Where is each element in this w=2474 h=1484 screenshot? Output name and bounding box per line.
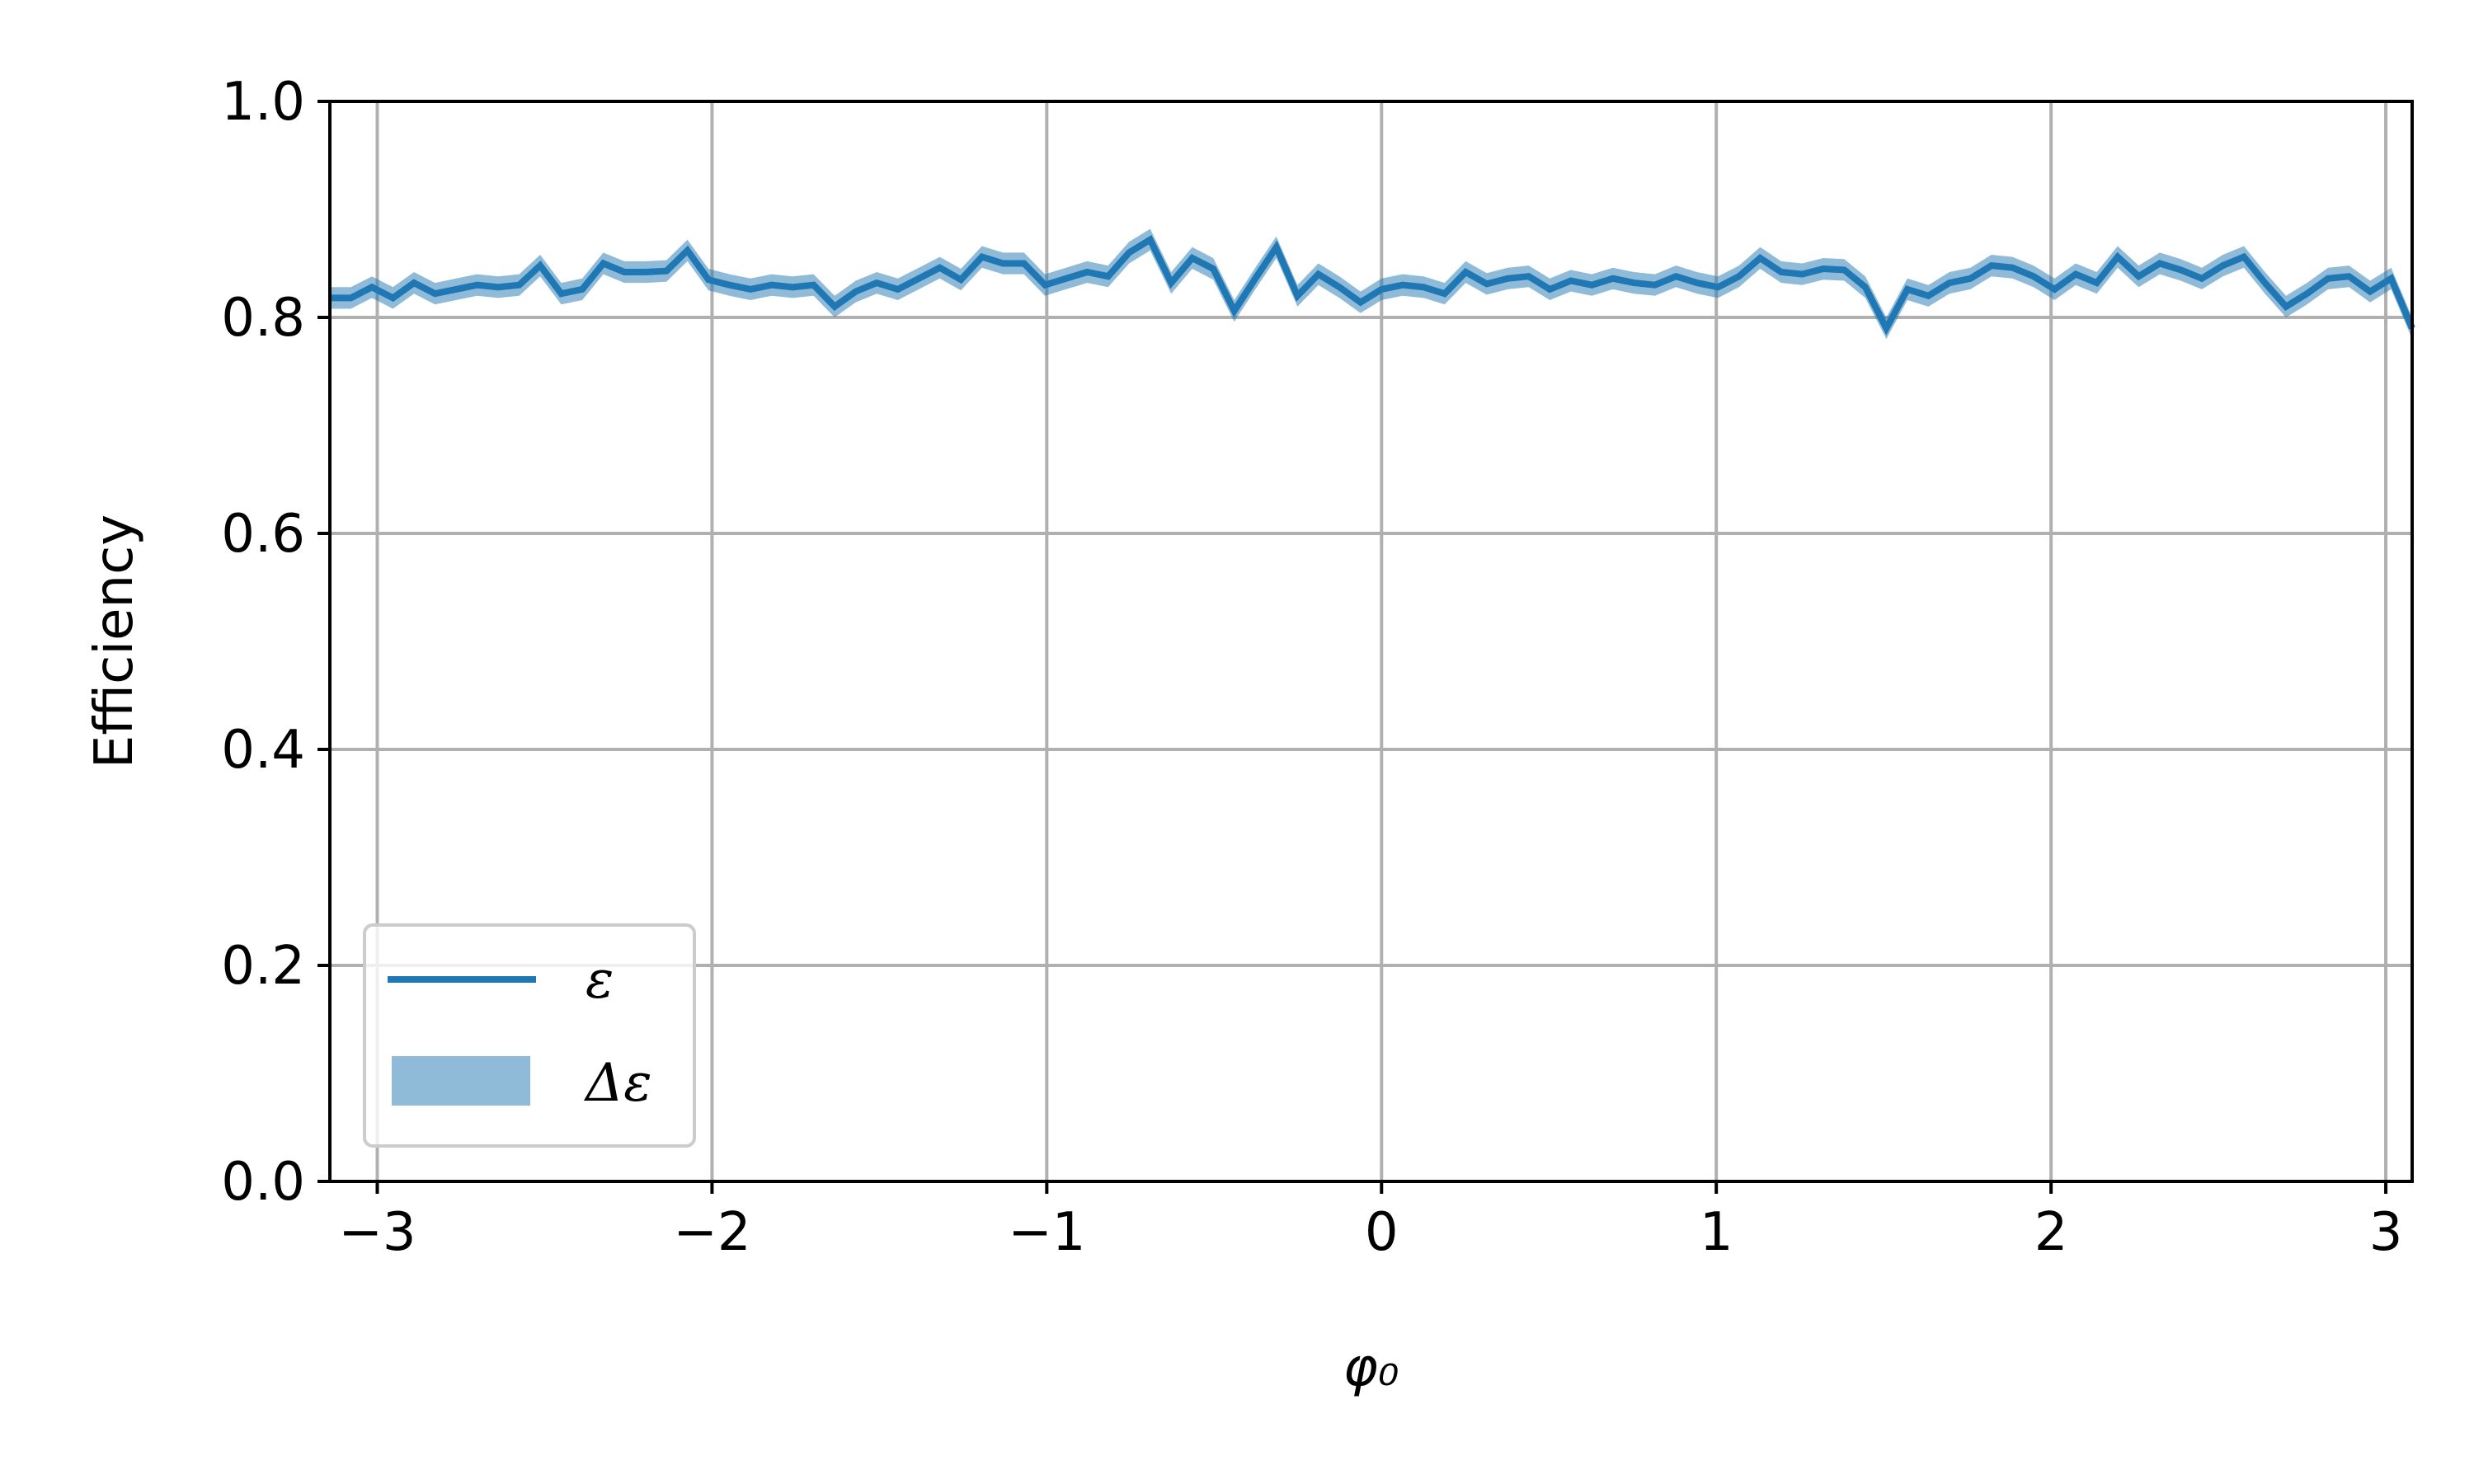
x-tick-label: 3 xyxy=(2369,1202,2403,1263)
y-tick-label: 0.6 xyxy=(221,504,305,565)
tick-layer: −3 −2 −1 0 1 2 3 0.0 0.2 0.4 0.6 0.8 1.0 xyxy=(221,72,2402,1263)
legend-band-swatch xyxy=(392,1056,530,1106)
y-tick-label: 0.8 xyxy=(221,288,305,349)
y-tick-label: 0.2 xyxy=(221,936,305,997)
legend-label: Δε xyxy=(583,1053,652,1114)
plot-frame xyxy=(328,100,2414,1183)
x-tick-label: −1 xyxy=(1008,1202,1085,1263)
y-tick-label: 0.0 xyxy=(221,1152,305,1213)
y-axis-label: Efficiency xyxy=(84,514,145,768)
legend: ε Δε xyxy=(363,923,696,1148)
uncertainty-band xyxy=(330,228,2412,340)
y-tick-label: 0.4 xyxy=(221,720,305,781)
series-line-layer xyxy=(330,234,2415,336)
efficiency-line xyxy=(330,234,2415,336)
x-tick-label: 1 xyxy=(1700,1202,1733,1263)
axes-frame xyxy=(328,100,2414,1183)
x-tick-label: 2 xyxy=(2034,1202,2068,1263)
y-tick-label: 1.0 xyxy=(221,72,305,133)
x-axis-label: φ₀ xyxy=(1343,1337,1399,1398)
x-tick-label: 0 xyxy=(1365,1202,1399,1263)
x-tick-label: −2 xyxy=(673,1202,750,1263)
x-tick-label: −3 xyxy=(338,1202,416,1263)
legend-label: ε xyxy=(586,950,614,1011)
error-band-layer xyxy=(330,228,2412,340)
